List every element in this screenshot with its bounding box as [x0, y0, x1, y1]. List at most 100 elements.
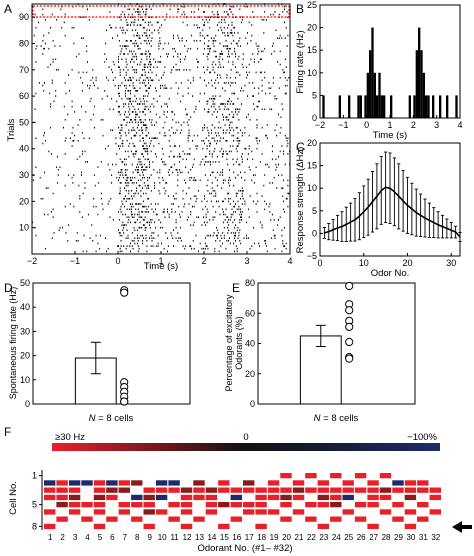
spike-mark: [35, 235, 36, 237]
spike-mark: [257, 124, 258, 126]
spike-mark: [144, 164, 145, 166]
spike-mark: [72, 140, 73, 142]
spike-mark: [262, 85, 263, 87]
heatmap-cell: [81, 517, 92, 522]
spike-mark: [244, 172, 245, 174]
spike-mark: [262, 90, 263, 92]
spike-mark: [105, 237, 106, 239]
spike-mark: [208, 111, 209, 113]
tuning-curve: [323, 152, 462, 241]
spike-mark: [102, 98, 103, 100]
spike-mark: [132, 164, 133, 166]
spike-mark: [142, 74, 143, 76]
spike-mark: [206, 137, 207, 139]
spike-mark: [230, 203, 231, 205]
spike-mark: [85, 111, 86, 113]
spike-mark: [227, 101, 228, 103]
spike-mark: [121, 82, 122, 84]
spike-mark: [141, 53, 142, 55]
spike-mark: [209, 193, 210, 195]
spike-mark: [136, 190, 137, 192]
spike-mark: [212, 156, 213, 158]
spike-mark: [266, 135, 267, 137]
spike-mark: [58, 69, 59, 71]
spike-mark: [158, 43, 159, 45]
spike-mark: [143, 206, 144, 208]
heatmap-cell: [392, 488, 403, 493]
spike-mark: [243, 53, 244, 55]
spike-mark: [128, 182, 129, 184]
heatmap-cell: [94, 488, 105, 493]
spike-mark: [78, 185, 79, 187]
x-tick-label: 25: [344, 533, 353, 542]
spike-mark: [171, 232, 172, 234]
psth-bar: [383, 95, 385, 118]
spike-mark: [205, 224, 206, 226]
spike-mark: [148, 211, 149, 213]
spike-mark: [152, 72, 153, 74]
spike-mark: [124, 114, 125, 116]
spike-mark: [51, 153, 52, 155]
spike-mark: [251, 24, 252, 26]
spike-mark: [212, 137, 213, 139]
spike-mark: [225, 214, 226, 216]
spike-mark: [126, 48, 127, 50]
spike-mark: [188, 135, 189, 137]
spike-mark: [258, 51, 259, 53]
heatmap-cell: [268, 488, 279, 493]
spike-mark: [140, 119, 141, 121]
spike-mark: [138, 45, 139, 47]
spike-mark: [234, 27, 235, 29]
spike-mark: [136, 203, 137, 205]
spike-mark: [134, 240, 135, 242]
spike-mark: [137, 9, 138, 11]
psth-bar: [390, 95, 392, 118]
spike-mark: [126, 164, 127, 166]
spike-mark: [173, 230, 174, 232]
spike-mark: [227, 103, 228, 105]
spike-mark: [196, 148, 197, 150]
spike-mark: [82, 216, 83, 218]
spike-mark: [241, 216, 242, 218]
spike-mark: [223, 211, 224, 213]
spike-mark: [134, 61, 135, 63]
spike-mark: [265, 164, 266, 166]
spike-mark: [144, 64, 145, 66]
y-tick-label: 60: [19, 91, 29, 101]
spike-mark: [146, 237, 147, 239]
y-tick-label: 10: [307, 68, 317, 78]
spike-mark: [140, 64, 141, 66]
spike-mark: [231, 216, 232, 218]
spike-mark: [253, 174, 254, 176]
spike-mark: [229, 98, 230, 100]
spike-mark: [226, 240, 227, 242]
spike-mark: [214, 103, 215, 105]
spike-mark: [249, 72, 250, 74]
spike-mark: [85, 187, 86, 189]
spike-mark: [80, 77, 81, 79]
spike-mark: [50, 64, 51, 66]
spike-mark: [174, 156, 175, 158]
spike-mark: [253, 201, 254, 203]
spike-mark: [248, 153, 249, 155]
spike-mark: [43, 35, 44, 37]
spike-mark: [225, 106, 226, 108]
spike-mark: [205, 248, 206, 250]
spike-mark: [93, 82, 94, 84]
spike-mark: [179, 40, 180, 42]
spike-mark: [246, 116, 247, 118]
spike-mark: [92, 240, 93, 242]
spike-mark: [252, 53, 253, 55]
spike-mark: [140, 164, 141, 166]
spike-mark: [128, 53, 129, 55]
spike-mark: [264, 11, 265, 13]
spike-mark: [135, 114, 136, 116]
spike-mark: [138, 251, 139, 253]
spike-mark: [132, 245, 133, 247]
spike-mark: [87, 85, 88, 87]
spike-mark: [72, 182, 73, 184]
spike-mark: [128, 116, 129, 118]
spike-mark: [146, 30, 147, 32]
spike-mark: [123, 245, 124, 247]
spike-mark: [281, 187, 282, 189]
